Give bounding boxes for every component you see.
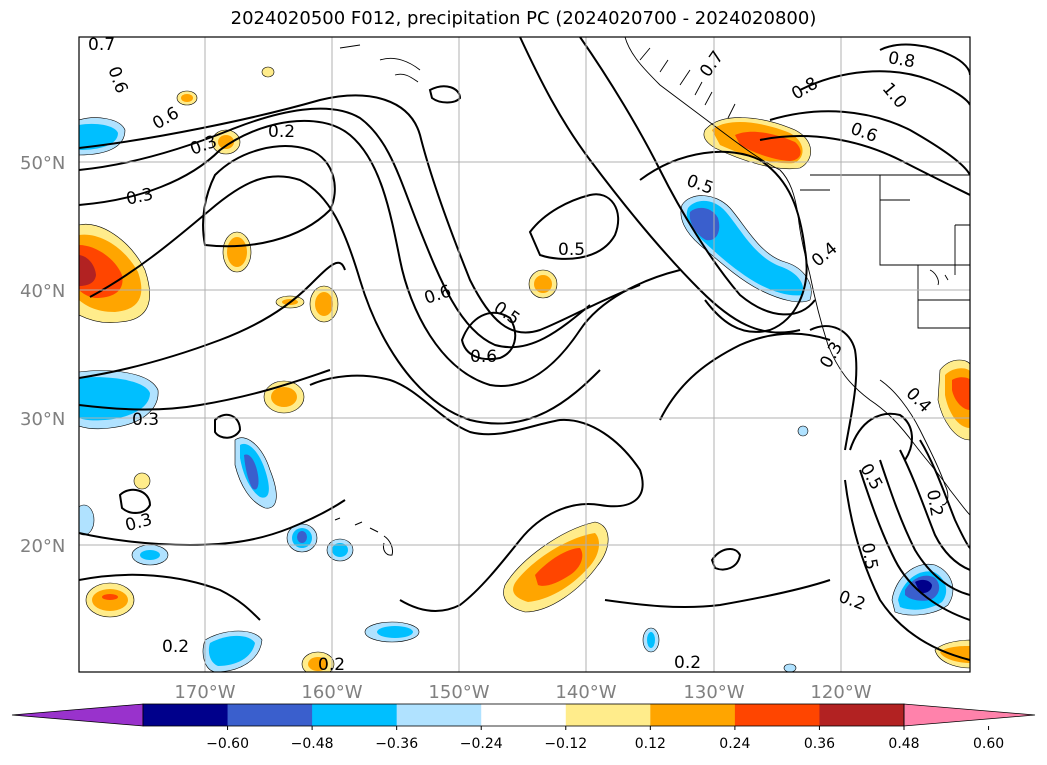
colorbar-segment [565,704,651,726]
graticule [79,37,970,672]
colorbar-tick-label: −0.24 [460,736,503,752]
positive-anomaly [133,472,151,490]
lon-label: 130°W [683,682,744,703]
colorbar-tick-label: 0.24 [719,736,750,752]
contour-label: 0.2 [674,653,701,673]
lat-label: 50°N [20,153,65,174]
colorbar-segment [481,704,567,726]
map-frame [78,36,971,673]
contour-label: 0.7 [88,35,115,55]
contour-label: 0.2 [162,637,189,657]
colorbar-segment [227,704,313,726]
lon-label: 170°W [174,682,235,703]
lon-label: 150°W [428,682,489,703]
map-title: 2024020500 F012, precipitation PC (20240… [230,8,817,29]
colorbar-segment [734,704,820,726]
contour-label: 0.2 [268,122,295,142]
colorbar: −0.60 −0.48 −0.36 −0.24 −0.12 0.12 0.24 0.36 0.4… [11,703,1036,752]
positive-anomaly [261,66,275,78]
contour-label: 0.5 [558,240,585,260]
colorbar-segment [819,704,905,726]
lon-label: 160°W [301,682,362,703]
colorbar-frame [142,703,905,727]
negative-anomaly [797,425,809,437]
colorbar-tick-label: −0.36 [375,736,418,752]
negative-anomaly [79,504,95,536]
latitude-labels: 50°N 40°N 30°N 20°N [20,153,65,557]
coastline [339,37,970,516]
contour-label: 0.2 [922,488,946,518]
colorbar-tick-label: 0.12 [635,736,666,752]
colorbar-tick-label: 0.48 [888,736,919,752]
hawaiian-islands [334,517,393,556]
longitude-labels: 170°W 160°W 150°W 140°W 130°W 120°W [174,682,871,703]
colorbar-tick-label: 0.60 [973,736,1004,752]
contour-label: 0.6 [470,347,497,367]
contour-lines [79,37,970,661]
lat-label: 20°N [20,536,65,557]
map-plot-area: 0.7 0.6 0.6 0.3 0.2 0.3 0.6 0.5 0.6 0.5 … [79,35,970,675]
colorbar-extend-high [903,703,1036,727]
lon-label: 140°W [555,682,616,703]
negative-anomaly [783,663,797,672]
colorbar-segment [312,704,398,726]
contour-label: 0.3 [132,410,159,430]
contour-label: 0.2 [318,655,345,675]
colorbar-segment [396,704,482,726]
colorbar-tick-label: −0.48 [291,736,334,752]
lon-label: 120°W [810,682,871,703]
colorbar-tick-label: −0.12 [544,736,587,752]
lat-label: 40°N [20,281,65,302]
colorbar-extend-low [11,703,144,727]
colorbar-tick-label: 0.36 [804,736,835,752]
contour-label: 0.5 [857,541,881,571]
colorbar-segment [650,704,736,726]
colorbar-tick-label: −0.60 [206,736,249,752]
colorbar-segment [143,704,229,726]
lat-label: 30°N [20,409,65,430]
contour-label: 0.8 [886,48,916,72]
